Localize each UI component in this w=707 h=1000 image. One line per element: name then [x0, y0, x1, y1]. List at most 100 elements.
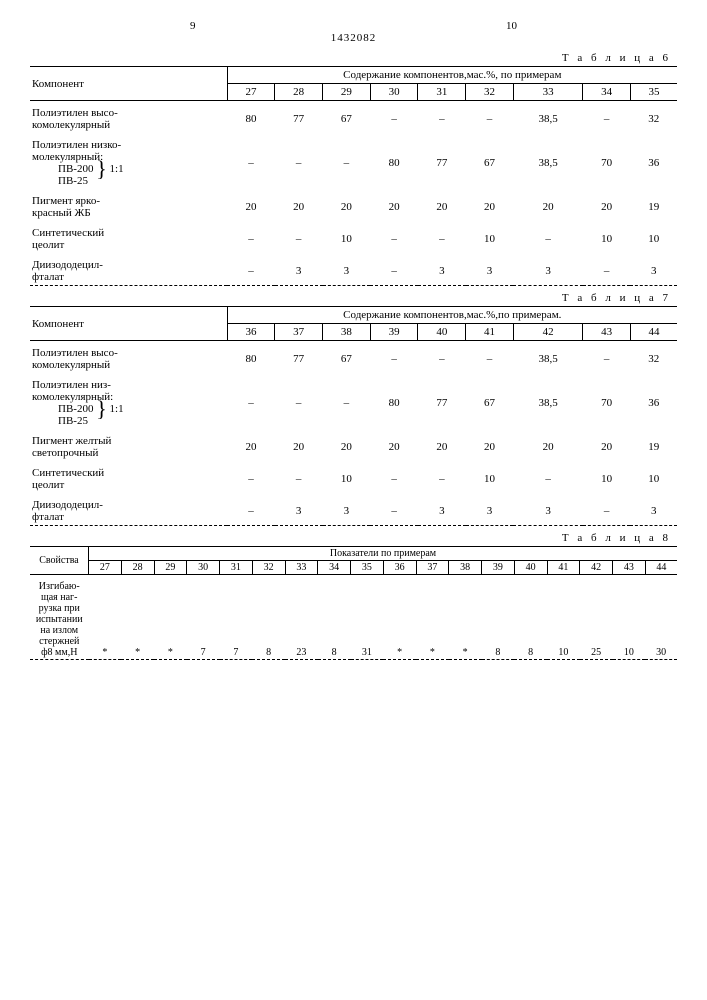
- table8-col: 44: [645, 561, 677, 575]
- table-cell: –: [513, 461, 582, 493]
- table7-col: 44: [630, 324, 677, 341]
- table-cell: –: [583, 101, 631, 134]
- table8-col: 37: [416, 561, 449, 575]
- table-cell: 10: [466, 221, 514, 253]
- table6-label: Т а б л и ц а 6: [30, 52, 671, 64]
- table-cell: 67: [323, 101, 371, 134]
- table8-prop-hdr: Свойства: [30, 547, 89, 575]
- table-cell: 36: [630, 133, 677, 189]
- table-cell: 20: [583, 189, 631, 221]
- table-cell: 20: [370, 429, 418, 461]
- table-cell: –: [227, 221, 275, 253]
- table-cell: 32: [630, 341, 677, 374]
- table-cell: –: [418, 461, 466, 493]
- table-row-label: Диизододецил-фталат: [30, 253, 227, 286]
- table-cell: 10: [630, 221, 677, 253]
- table-cell: 38,5: [513, 133, 582, 189]
- table-cell: –: [275, 133, 323, 189]
- table7-col: 37: [275, 324, 323, 341]
- table-cell: 20: [323, 189, 371, 221]
- table-cell: 20: [466, 429, 514, 461]
- table7-label: Т а б л и ц а 7: [30, 292, 671, 304]
- table-cell: –: [583, 341, 631, 374]
- table-cell: 8: [482, 575, 515, 660]
- table-cell: 38,5: [513, 101, 582, 134]
- table-cell: 80: [227, 341, 275, 374]
- table-cell: 20: [323, 429, 371, 461]
- table6-col: 27: [227, 84, 275, 101]
- table-cell: 10: [613, 575, 646, 660]
- table-cell: –: [583, 253, 631, 286]
- table8-col: 42: [580, 561, 613, 575]
- table7: Компонент Содержание компонентов,мас.%,п…: [30, 306, 677, 526]
- table-cell: *: [89, 575, 122, 660]
- table-row-label: Полиэтилен низ-комолекулярный:ПВ-200 } 1…: [30, 373, 227, 429]
- table-cell: –: [227, 373, 275, 429]
- table7-col: 42: [513, 324, 582, 341]
- table-cell: 20: [275, 429, 323, 461]
- table-cell: 19: [630, 429, 677, 461]
- table8-col: 38: [449, 561, 482, 575]
- table-cell: 3: [513, 493, 582, 526]
- table8-label: Т а б л и ц а 8: [30, 532, 671, 544]
- table-cell: –: [583, 493, 631, 526]
- table-cell: 8: [252, 575, 285, 660]
- table-cell: 3: [513, 253, 582, 286]
- table8-col: 43: [613, 561, 646, 575]
- table-cell: –: [370, 341, 418, 374]
- table-cell: 67: [466, 133, 514, 189]
- table-cell: –: [513, 221, 582, 253]
- table-cell: 19: [630, 189, 677, 221]
- table-cell: 20: [418, 429, 466, 461]
- table7-component-hdr: Компонент: [30, 307, 227, 341]
- table-cell: –: [466, 341, 514, 374]
- table6-component-hdr: Компонент: [30, 67, 227, 101]
- table6-col: 34: [583, 84, 631, 101]
- table-row-label: Синтетическийцеолит: [30, 461, 227, 493]
- table-cell: 10: [466, 461, 514, 493]
- table6: Компонент Содержание компонентов,мас.%, …: [30, 66, 677, 286]
- table8-col: 34: [318, 561, 351, 575]
- table-row-label: Синтетическийцеолит: [30, 221, 227, 253]
- table-row-label: Полиэтилен высо-комолекулярный: [30, 341, 227, 374]
- table6-col: 29: [323, 84, 371, 101]
- table-cell: 3: [466, 493, 514, 526]
- table-cell: *: [154, 575, 187, 660]
- table-cell: –: [275, 461, 323, 493]
- table8-col: 29: [154, 561, 187, 575]
- table-cell: 10: [630, 461, 677, 493]
- table-cell: 30: [645, 575, 677, 660]
- table-cell: 8: [318, 575, 351, 660]
- table-cell: 36: [630, 373, 677, 429]
- table-cell: 20: [583, 429, 631, 461]
- table-cell: 77: [418, 373, 466, 429]
- table-cell: 80: [227, 101, 275, 134]
- table-cell: *: [383, 575, 416, 660]
- table-cell: 77: [275, 101, 323, 134]
- table-cell: 38,5: [513, 341, 582, 374]
- table-cell: 32: [630, 101, 677, 134]
- table-cell: –: [227, 133, 275, 189]
- table-cell: –: [370, 253, 418, 286]
- table-cell: 3: [418, 493, 466, 526]
- table6-col: 28: [275, 84, 323, 101]
- table-cell: 7: [220, 575, 253, 660]
- table-cell: 3: [418, 253, 466, 286]
- table-cell: –: [227, 253, 275, 286]
- table-cell: 20: [466, 189, 514, 221]
- table-cell: 10: [323, 221, 371, 253]
- table8-col: 39: [482, 561, 515, 575]
- table6-col: 35: [630, 84, 677, 101]
- table-cell: –: [227, 461, 275, 493]
- table-cell: *: [121, 575, 154, 660]
- table6-col: 32: [466, 84, 514, 101]
- table7-col: 41: [466, 324, 514, 341]
- table-cell: 20: [227, 189, 275, 221]
- table6-col: 30: [370, 84, 418, 101]
- table8-col: 40: [514, 561, 547, 575]
- page-num-right: 10: [506, 20, 517, 32]
- table-cell: 80: [370, 373, 418, 429]
- table-cell: –: [370, 493, 418, 526]
- table-cell: 38,5: [513, 373, 582, 429]
- table-cell: –: [418, 101, 466, 134]
